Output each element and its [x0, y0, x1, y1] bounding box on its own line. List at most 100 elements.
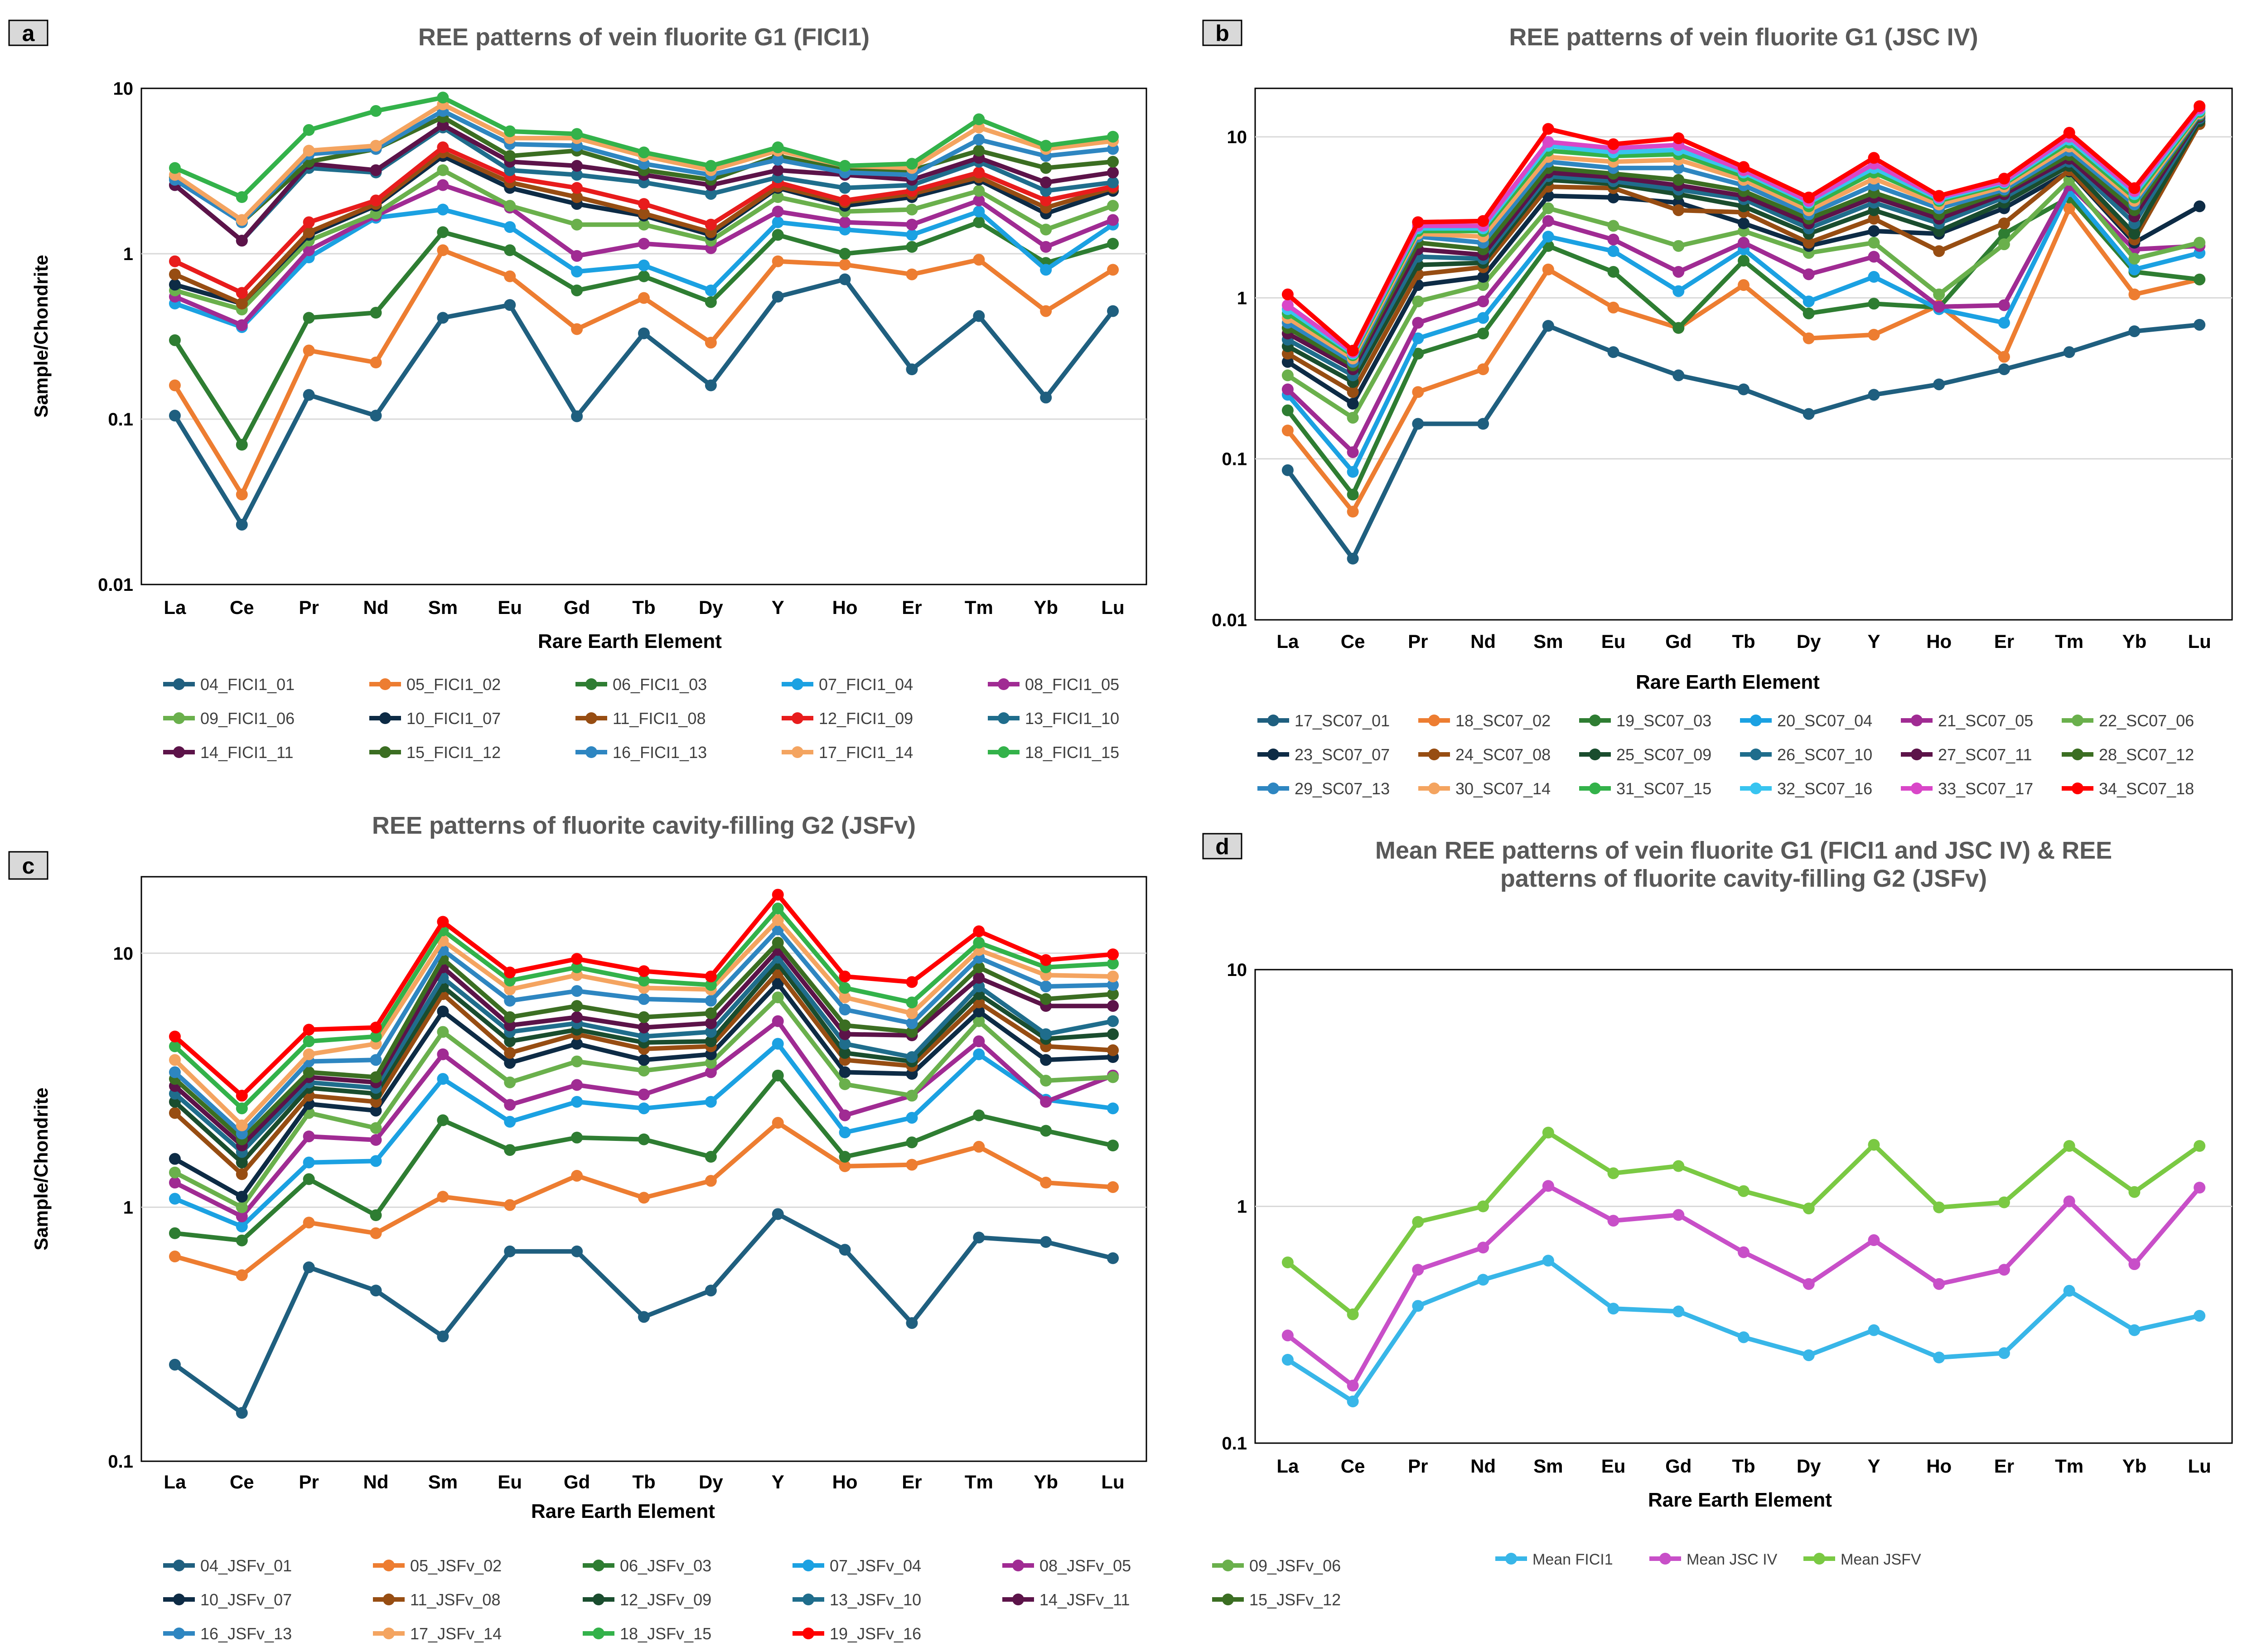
data-point — [504, 1144, 516, 1156]
data-point — [2128, 288, 2141, 300]
data-point — [638, 1054, 650, 1066]
data-point — [370, 1030, 382, 1043]
legend-item: 22_SC07_06 — [2062, 711, 2194, 730]
data-point — [1107, 1252, 1119, 1264]
data-point — [772, 191, 784, 203]
legend-label: 09_FICI1_06 — [200, 709, 295, 728]
x-tick-label: Yb — [1034, 1471, 1058, 1493]
y-tick-label: 1 — [1237, 288, 1247, 308]
data-point — [303, 226, 315, 238]
legend-item: 08_JSFv_05 — [1002, 1556, 1131, 1575]
data-point — [437, 1026, 449, 1038]
data-point — [1868, 213, 1880, 225]
data-point — [1672, 1209, 1685, 1221]
data-point — [437, 141, 449, 154]
data-point — [504, 125, 516, 137]
x-tick-label: Er — [902, 597, 922, 618]
data-point — [1477, 295, 1489, 308]
legend-swatch-marker — [1267, 749, 1279, 760]
series-19_JSFv_16 — [169, 889, 1119, 1102]
data-point — [1803, 268, 1815, 280]
data-point — [1107, 957, 1119, 970]
data-point — [504, 975, 516, 987]
data-point — [1281, 299, 1294, 311]
data-point — [1477, 215, 1489, 227]
legend-label: 10_FICI1_07 — [406, 709, 501, 728]
panel-label-box — [1202, 833, 1242, 860]
data-point — [1412, 348, 1424, 360]
x-tick-label: Dy — [1797, 1455, 1821, 1477]
legend-swatch-marker — [1911, 715, 1923, 726]
data-point — [370, 1134, 382, 1146]
legend-swatch-marker — [173, 1594, 185, 1605]
legend-item: 32_SC07_16 — [1740, 779, 1872, 798]
data-point — [2194, 1140, 2206, 1152]
legend-item: 31_SC07_15 — [1579, 779, 1711, 798]
x-tick-label: Nd — [363, 1471, 389, 1493]
data-point — [839, 1004, 851, 1016]
legend-item: 17_FICI1_14 — [782, 743, 913, 762]
x-tick-label: Eu — [498, 597, 522, 618]
data-point — [2063, 126, 2075, 139]
data-point — [2128, 182, 2141, 194]
data-point — [1281, 356, 1294, 368]
y-tick-label: 0.1 — [1222, 1434, 1247, 1454]
legend-item: Mean FICI1 — [1495, 1551, 1613, 1568]
data-point — [1998, 1264, 2010, 1276]
data-point — [973, 113, 985, 126]
data-point — [1107, 1071, 1119, 1083]
legend-label: 16_JSFv_13 — [200, 1624, 292, 1643]
legend-swatch-marker — [1012, 1560, 1024, 1571]
legend-swatch-marker — [792, 712, 803, 724]
legend-item: 13_JSFv_10 — [793, 1590, 921, 1609]
legend-item: 30_SC07_14 — [1418, 779, 1551, 798]
x-tick-label: Y — [772, 597, 784, 618]
data-point — [1542, 231, 1554, 243]
data-point — [1607, 191, 1619, 203]
data-point — [839, 258, 851, 271]
data-point — [303, 145, 315, 157]
series-Mean JSC IV — [1281, 1180, 2206, 1392]
x-tick-label: Gd — [564, 1471, 590, 1493]
data-point — [1107, 979, 1119, 991]
data-point — [236, 1210, 248, 1222]
data-point — [1347, 344, 1359, 357]
data-point — [1933, 301, 1945, 313]
x-tick-label: Sm — [428, 1471, 458, 1493]
data-point — [973, 194, 985, 207]
data-point — [973, 1232, 985, 1244]
legend-swatch-marker — [585, 746, 597, 758]
legend-item: 19_SC07_03 — [1579, 711, 1711, 730]
data-point — [839, 982, 851, 994]
data-point — [1998, 217, 2010, 230]
x-tick-label: Tb — [632, 1471, 655, 1493]
data-point — [705, 218, 717, 231]
data-point — [839, 991, 851, 1004]
panel-d: d Mean REE patterns of vein fluorite G1 (… — [1202, 833, 2233, 1568]
legend-label: 10_JSFv_07 — [200, 1590, 292, 1609]
series-09_JSFv_06 — [169, 991, 1119, 1213]
data-point — [973, 216, 985, 228]
data-point — [1107, 1015, 1119, 1027]
legend-label: 14_FICI1_11 — [200, 743, 293, 762]
y-tick-label: 10 — [1227, 960, 1247, 980]
data-point — [1281, 1329, 1294, 1342]
data-point — [169, 1227, 181, 1239]
data-point — [370, 194, 382, 207]
data-point — [906, 1159, 918, 1171]
data-point — [169, 268, 181, 280]
data-point — [772, 1208, 784, 1220]
legend-item: 04_FICI1_01 — [163, 675, 295, 694]
legend-label: 24_SC07_08 — [1455, 745, 1551, 764]
data-point — [839, 1066, 851, 1078]
x-axis-label: Rare Earth Element — [531, 1500, 715, 1522]
data-point — [1868, 1139, 1880, 1151]
data-point — [705, 296, 717, 308]
x-tick-label: Ce — [230, 1471, 254, 1493]
legend-label: 23_SC07_07 — [1295, 745, 1390, 764]
x-tick-label: La — [164, 1471, 186, 1493]
series-06_FICI1_03 — [169, 216, 1119, 451]
panel-b: b REE patterns of vein fluorite G1 (JSC I… — [1202, 19, 2233, 798]
data-point — [1107, 214, 1119, 226]
legend-swatch-marker — [1012, 1594, 1024, 1605]
